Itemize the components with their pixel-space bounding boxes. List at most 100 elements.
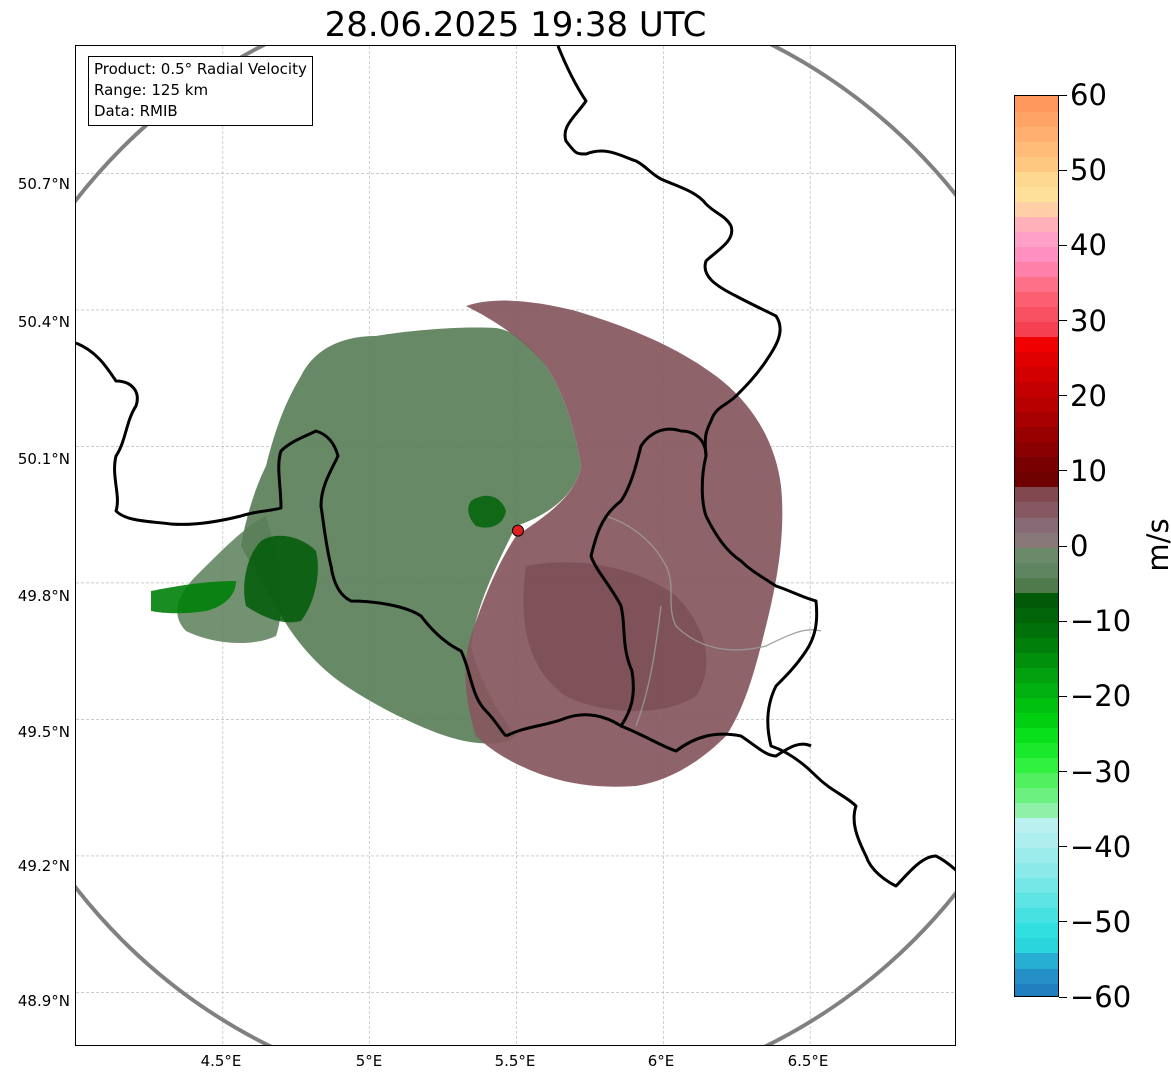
colorbar-segment	[1015, 366, 1058, 383]
colorbar-segment	[1015, 516, 1058, 533]
colorbar-tick	[1059, 94, 1067, 96]
colorbar-tick	[1059, 921, 1067, 923]
radar-site-marker	[511, 524, 524, 537]
data-source-label: Data: RMIB	[94, 102, 178, 120]
colorbar-segment	[1015, 682, 1058, 698]
country-borders	[76, 46, 955, 888]
colorbar-segment	[1015, 486, 1058, 503]
colorbar-segment	[1015, 291, 1058, 308]
colorbar-segment	[1015, 847, 1058, 864]
colorbar-segment	[1015, 877, 1058, 894]
colorbar-tick	[1059, 771, 1067, 772]
border-luxembourg-germany	[620, 724, 812, 758]
colorbar-segment	[1015, 727, 1058, 744]
colorbar-tick-label: −30	[1070, 754, 1132, 789]
colorbar-segment	[1015, 802, 1058, 819]
colorbar-tick-label: −40	[1070, 829, 1132, 864]
colorbar-segment	[1015, 306, 1058, 323]
colorbar-tick	[1059, 244, 1067, 246]
colorbar-tick-label: 10	[1070, 453, 1107, 488]
colorbar-tick-label: −60	[1070, 980, 1132, 1014]
colorbar-segment	[1015, 276, 1058, 293]
colorbar-tick	[1059, 169, 1067, 171]
colorbar-segment	[1015, 937, 1058, 954]
inbound-patch-center	[468, 495, 506, 528]
colorbar-segment	[1015, 141, 1058, 157]
colorbar-segment	[1015, 171, 1058, 187]
colorbar-segment	[1015, 832, 1058, 849]
colorbar-segment	[1015, 652, 1058, 668]
border-belgium-france	[76, 341, 508, 738]
colorbar-segment	[1015, 261, 1058, 277]
lat-label-49-5: 49.5°N	[17, 723, 70, 741]
colorbar-segment	[1015, 246, 1058, 262]
colorbar-tick	[1059, 846, 1067, 848]
colorbar-tick	[1059, 996, 1067, 998]
radar-map-canvas	[76, 46, 955, 1045]
colorbar-segment	[1015, 907, 1058, 924]
map-title: 28.06.2025 19:38 UTC	[324, 5, 707, 45]
colorbar-segment	[1015, 637, 1058, 653]
colorbar-segment	[1015, 396, 1058, 413]
lat-label-48-9: 48.9°N	[17, 992, 70, 1010]
border-luxembourg	[505, 427, 708, 738]
colorbar-segment	[1015, 501, 1058, 518]
colorbar-tick-label: 60	[1070, 78, 1107, 112]
colorbar-segment	[1015, 862, 1058, 879]
colorbar-segment	[1015, 712, 1058, 728]
outbound-core	[523, 562, 707, 711]
lon-label-5: 5°E	[355, 1052, 383, 1070]
colorbar-tick-label: −50	[1070, 904, 1132, 939]
colorbar-tick	[1059, 620, 1067, 622]
colorbar-tick-label: 20	[1070, 378, 1107, 413]
colorbar-tick-label: −10	[1070, 604, 1132, 639]
lat-label-49-8: 49.8°N	[17, 587, 70, 605]
colorbar-segment	[1015, 96, 1058, 112]
lat-label-50-7: 50.7°N	[17, 175, 70, 193]
colorbar-segment	[1015, 111, 1058, 127]
border-germany-belgium	[556, 46, 782, 457]
lat-label-50-1: 50.1°N	[17, 450, 70, 468]
velocity-colorbar	[1014, 95, 1059, 997]
velocity-echoes	[151, 300, 783, 787]
colorbar-segment	[1015, 381, 1058, 398]
lon-label-5-5: 5.5°E	[494, 1052, 536, 1070]
colorbar-segment	[1015, 471, 1058, 488]
colorbar-tick	[1059, 545, 1067, 547]
colorbar-tick	[1059, 470, 1067, 472]
border-germany-luxembourg	[704, 515, 955, 888]
colorbar-segment	[1015, 952, 1058, 969]
inbound-velocity-area	[241, 327, 581, 744]
colorbar-segment	[1015, 607, 1058, 623]
colorbar-segment	[1015, 697, 1058, 713]
colorbar-segment	[1015, 216, 1058, 232]
colorbar-segment	[1015, 441, 1058, 458]
colorbar-segment	[1015, 772, 1058, 789]
colorbar-tick	[1059, 320, 1067, 321]
colorbar-segment	[1015, 156, 1058, 172]
colorbar-segment	[1015, 126, 1058, 142]
colorbar-segment	[1015, 231, 1058, 247]
colorbar-segment	[1015, 426, 1058, 443]
colorbar-unit-label: m/s	[1141, 518, 1171, 572]
colorbar-tick-label: 30	[1070, 303, 1107, 338]
lon-label-4-5: 4.5°E	[200, 1052, 242, 1070]
colorbar-segment	[1015, 321, 1058, 338]
range-label: Range: 125 km	[94, 81, 209, 99]
lat-label-49-2: 49.2°N	[17, 857, 70, 875]
rivers	[605, 515, 822, 727]
colorbar-segment	[1015, 351, 1058, 368]
radar-map[interactable]	[75, 45, 956, 1046]
colorbar-segment	[1015, 892, 1058, 909]
colorbar-tick-label: −20	[1070, 679, 1132, 714]
colorbar-segment	[1015, 667, 1058, 683]
colorbar-segment	[1015, 757, 1058, 774]
colorbar-segment	[1015, 982, 1058, 996]
colorbar-segment	[1015, 336, 1058, 353]
colorbar-segment	[1015, 411, 1058, 428]
colorbar-segment	[1015, 531, 1058, 548]
colorbar-segment	[1015, 742, 1058, 759]
colorbar-segment	[1015, 592, 1058, 608]
lat-label-50-4: 50.4°N	[17, 313, 70, 331]
strong-inbound-core	[244, 535, 318, 623]
